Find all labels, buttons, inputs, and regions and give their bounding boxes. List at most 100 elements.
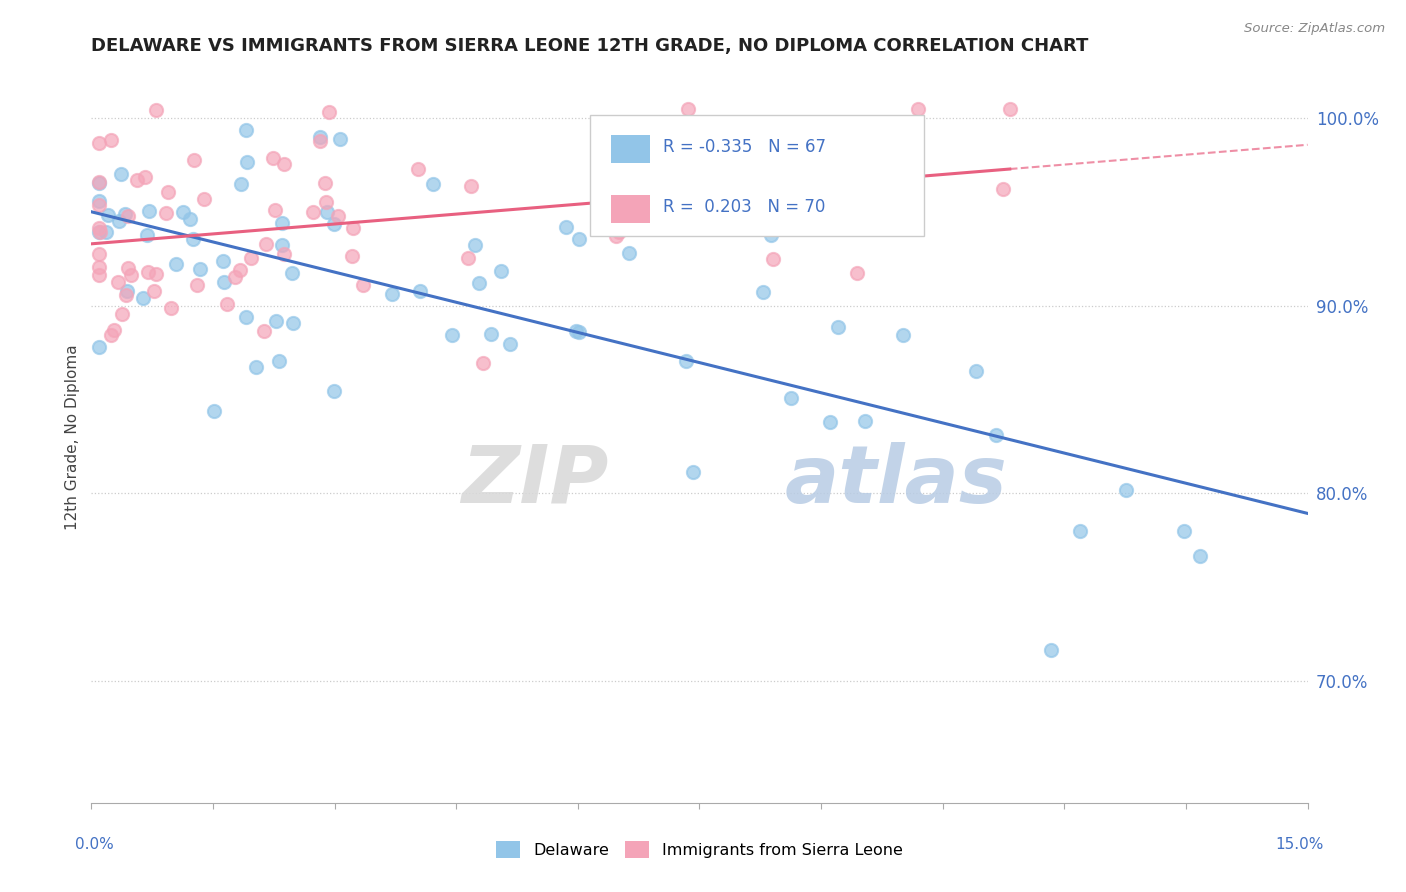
Point: [676, 102, 699, 116]
Point: [165, 257, 187, 271]
Point: [406, 161, 429, 176]
Point: [780, 391, 803, 405]
Point: [986, 427, 1008, 442]
Text: ZIP: ZIP: [461, 442, 609, 520]
Point: [853, 413, 876, 427]
Point: [270, 237, 292, 252]
Point: [117, 261, 139, 276]
Text: 0.0%: 0.0%: [75, 837, 114, 852]
Point: [281, 266, 304, 280]
Point: [89, 175, 111, 189]
Text: atlas: atlas: [785, 442, 1007, 520]
Bar: [610, 195, 650, 223]
Point: [269, 353, 291, 368]
Point: [89, 225, 111, 239]
Point: [115, 287, 138, 301]
Point: [631, 185, 654, 199]
Point: [89, 194, 111, 208]
Point: [264, 202, 287, 217]
Point: [215, 297, 238, 311]
Point: [89, 198, 111, 212]
Point: [467, 276, 489, 290]
Point: [142, 284, 165, 298]
Point: [103, 323, 125, 337]
Point: [134, 170, 156, 185]
Point: [326, 210, 349, 224]
Point: [254, 236, 277, 251]
Point: [733, 184, 755, 198]
Point: [212, 276, 235, 290]
Point: [183, 153, 205, 167]
Point: [89, 176, 111, 190]
Point: [231, 177, 253, 191]
Point: [136, 265, 159, 279]
Point: [157, 185, 180, 199]
Point: [422, 177, 444, 191]
Point: [155, 206, 177, 220]
Point: [235, 310, 257, 325]
Point: [891, 328, 914, 343]
Point: [599, 175, 621, 189]
Point: [322, 384, 344, 398]
Point: [381, 286, 404, 301]
Point: [107, 214, 129, 228]
Point: [89, 221, 111, 235]
Point: [489, 264, 512, 278]
Point: [762, 252, 785, 266]
Point: [460, 178, 482, 193]
Point: [565, 325, 588, 339]
Point: [111, 307, 134, 321]
Point: [1115, 483, 1137, 498]
Point: [120, 268, 142, 282]
Point: [89, 247, 111, 261]
Point: [814, 219, 837, 234]
Point: [202, 404, 225, 418]
Point: [998, 102, 1021, 116]
Point: [253, 324, 276, 338]
Point: [94, 225, 117, 239]
Point: [138, 204, 160, 219]
Point: [752, 285, 775, 299]
Bar: [610, 135, 650, 163]
Point: [145, 267, 167, 281]
Point: [1173, 524, 1195, 539]
Point: [907, 102, 929, 116]
Point: [135, 227, 157, 242]
Point: [568, 232, 591, 246]
Point: [240, 251, 263, 265]
Point: [440, 328, 463, 343]
Text: DELAWARE VS IMMIGRANTS FROM SIERRA LEONE 12TH GRADE, NO DIPLOMA CORRELATION CHAR: DELAWARE VS IMMIGRANTS FROM SIERRA LEONE…: [91, 37, 1088, 54]
Point: [555, 220, 578, 235]
Point: [273, 247, 295, 261]
Point: [181, 232, 204, 246]
Point: [229, 262, 252, 277]
Point: [352, 278, 374, 293]
Point: [117, 284, 139, 298]
Point: [1189, 549, 1212, 563]
Point: [271, 216, 294, 230]
Point: [89, 260, 111, 275]
Point: [273, 156, 295, 170]
Point: [617, 245, 640, 260]
Point: [89, 225, 111, 239]
Point: [991, 182, 1014, 196]
Point: [281, 317, 304, 331]
Point: [318, 105, 340, 120]
Point: [186, 277, 208, 292]
Point: [127, 173, 149, 187]
Point: [472, 356, 495, 370]
Text: Source: ZipAtlas.com: Source: ZipAtlas.com: [1244, 22, 1385, 36]
Point: [100, 133, 122, 147]
Point: [172, 204, 194, 219]
Point: [409, 285, 432, 299]
Point: [568, 325, 591, 339]
Point: [308, 130, 330, 145]
Point: [235, 123, 257, 137]
Point: [110, 167, 132, 181]
Text: 15.0%: 15.0%: [1275, 837, 1324, 852]
Point: [89, 339, 111, 353]
Point: [464, 238, 486, 252]
Point: [190, 262, 212, 277]
Point: [457, 251, 479, 265]
Point: [755, 159, 778, 173]
